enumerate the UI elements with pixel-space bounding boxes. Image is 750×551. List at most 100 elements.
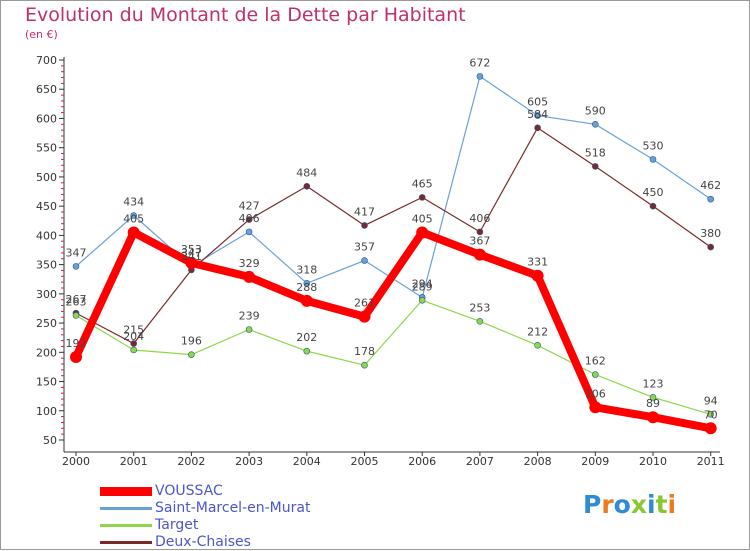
data-point: [649, 394, 657, 401]
data-label: 202: [296, 331, 317, 344]
x-tick-label: 2010: [639, 455, 667, 468]
data-point: [476, 318, 484, 325]
data-point: [188, 351, 195, 358]
x-tick-label: 2005: [351, 455, 379, 468]
x-tick-label: 2000: [62, 455, 90, 468]
chart-subtitle: (en €): [25, 28, 58, 41]
data-point: [243, 270, 256, 283]
data-label: 518: [585, 146, 606, 159]
x-tick-label: 2004: [293, 455, 321, 468]
data-label: 530: [643, 139, 664, 152]
data-point: [704, 422, 717, 435]
data-label: 406: [469, 212, 490, 225]
data-label: 70: [704, 408, 718, 421]
axes: 50 100 150 200 250 300 350 400 450 500 550 600 650 70…: [36, 54, 725, 468]
legend-label: VOUSSAC: [155, 483, 223, 499]
data-point: [591, 163, 599, 170]
data-point: [361, 361, 368, 369]
data-point: [416, 226, 429, 239]
data-label: 347: [181, 246, 202, 259]
data-point: [72, 263, 80, 270]
legend-swatch: [100, 524, 152, 527]
y-tick-label: 550: [36, 142, 57, 155]
data-label: 605: [527, 96, 548, 109]
series-layer: [70, 73, 717, 435]
y-tick-label: 250: [36, 317, 57, 330]
x-tick-label: 2009: [581, 455, 609, 468]
data-label: 380: [700, 227, 721, 240]
data-point: [303, 182, 311, 190]
data-point: [127, 226, 140, 239]
data-labels-layer: 3474343474063183572946726055905304622672…: [66, 56, 722, 421]
series-line: [75, 299, 712, 415]
data-label: 162: [585, 355, 606, 368]
y-tick-label: 50: [43, 434, 57, 447]
data-label: 672: [469, 56, 490, 69]
data-label: 212: [527, 325, 548, 338]
legend-label: Target: [155, 517, 199, 533]
data-label: 192: [66, 337, 87, 350]
data-label: 590: [585, 104, 606, 117]
data-label: 94: [704, 394, 718, 407]
data-point: [361, 222, 368, 229]
data-label: 405: [412, 212, 433, 225]
data-label: 357: [354, 241, 375, 254]
data-label: 347: [66, 246, 87, 259]
series-line: [75, 127, 712, 345]
data-point: [589, 401, 602, 414]
legend-swatch: [100, 541, 152, 544]
data-point: [70, 350, 82, 363]
data-point: [418, 296, 426, 304]
data-point: [130, 212, 137, 219]
data-point: [303, 347, 311, 355]
data-label: 288: [296, 281, 317, 294]
data-label: 329: [239, 257, 260, 270]
data-label: 289: [412, 280, 433, 293]
data-label: 465: [412, 177, 433, 190]
data-label: 253: [469, 301, 490, 314]
data-label: 367: [469, 235, 490, 248]
data-point: [534, 341, 541, 349]
data-point: [72, 312, 80, 319]
data-label: 178: [354, 345, 375, 358]
y-tick-label: 200: [36, 346, 57, 359]
data-point: [476, 228, 484, 236]
proxiti-logo: Proxiti: [583, 490, 677, 519]
data-label: 294: [412, 277, 433, 290]
y-tick-label: 500: [36, 171, 57, 184]
data-point: [185, 256, 198, 269]
data-label: 239: [239, 310, 260, 323]
data-point: [534, 124, 541, 132]
x-tick-label: 2002: [177, 455, 205, 468]
x-tick-label: 2001: [120, 455, 148, 468]
x-tick-label: 2006: [408, 455, 436, 468]
y-tick-label: 700: [36, 54, 57, 67]
data-point: [649, 156, 657, 163]
data-point: [707, 243, 715, 251]
data-point: [534, 112, 541, 119]
data-label: 406: [239, 212, 260, 225]
data-label: 434: [123, 196, 144, 209]
data-point: [473, 248, 486, 261]
data-point: [649, 202, 657, 210]
data-point: [361, 257, 368, 264]
y-tick-label: 100: [36, 405, 57, 418]
legend-label: Saint-Marcel-en-Murat: [155, 500, 311, 516]
data-label: 215: [123, 324, 144, 337]
data-point: [130, 340, 137, 347]
data-label: 405: [123, 212, 144, 225]
data-label: 204: [123, 330, 144, 343]
data-label: 318: [296, 263, 317, 276]
data-point: [245, 216, 253, 223]
legend-label: Deux-Chaises: [155, 534, 251, 550]
y-tick-label: 150: [36, 376, 57, 389]
series-line: [72, 228, 715, 433]
data-label: 353: [181, 243, 202, 256]
data-label: 341: [181, 250, 202, 263]
series-line: [75, 75, 712, 298]
y-tick-label: 350: [36, 259, 57, 272]
data-point: [358, 310, 371, 323]
data-point: [591, 371, 599, 378]
data-point: [418, 194, 426, 201]
